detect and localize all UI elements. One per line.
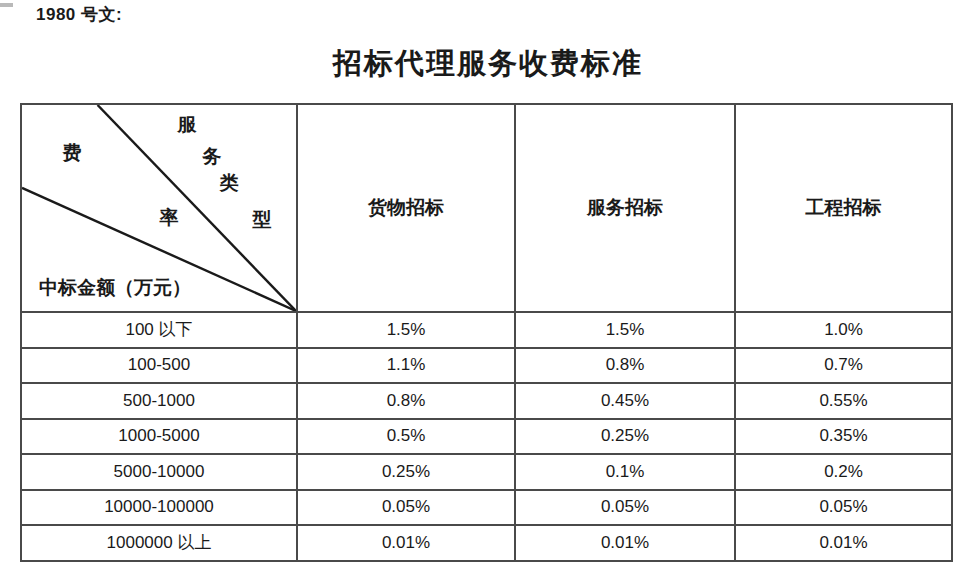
rate-cell: 0.35% bbox=[735, 419, 952, 455]
rate-cell: 1.5% bbox=[515, 312, 735, 348]
amount-cell: 500-1000 bbox=[21, 383, 297, 419]
rate-cell: 0.25% bbox=[515, 419, 735, 455]
table-row: 10000-100000 0.05% 0.05% 0.05% bbox=[21, 490, 952, 526]
document-number-note: 1980 号文: bbox=[36, 3, 122, 26]
rate-cell: 0.55% bbox=[735, 383, 952, 419]
corner-label-fee-char: 费 bbox=[63, 140, 82, 166]
table-row: 500-1000 0.8% 0.45% 0.55% bbox=[21, 383, 952, 419]
rate-cell: 1.5% bbox=[297, 312, 515, 348]
rate-cell: 0.01% bbox=[297, 525, 515, 561]
rate-cell: 0.1% bbox=[515, 454, 735, 490]
diagonal-corner-cell: 服 务 类 型 费 率 中标金额（万元） bbox=[21, 104, 297, 312]
corner-label-rate-char: 率 bbox=[160, 205, 179, 231]
amount-cell: 10000-100000 bbox=[21, 490, 297, 526]
amount-cell: 1000-5000 bbox=[21, 419, 297, 455]
table-row: 1000-5000 0.5% 0.25% 0.35% bbox=[21, 419, 952, 455]
corner-label-amount: 中标金额（万元） bbox=[39, 275, 191, 301]
rate-cell: 0.01% bbox=[735, 525, 952, 561]
corner-label-service-char: 务 bbox=[203, 144, 222, 170]
amount-cell: 100-500 bbox=[21, 348, 297, 384]
rate-cell: 0.01% bbox=[515, 525, 735, 561]
column-header-engineering: 工程招标 bbox=[735, 104, 952, 312]
rate-cell: 0.25% bbox=[297, 454, 515, 490]
page-title: 招标代理服务收费标准 bbox=[0, 44, 976, 84]
table-row: 100 以下 1.5% 1.5% 1.0% bbox=[21, 312, 952, 348]
corner-label-service-char: 类 bbox=[220, 170, 239, 196]
rate-cell: 1.1% bbox=[297, 348, 515, 384]
amount-cell: 100 以下 bbox=[21, 312, 297, 348]
rate-cell: 0.45% bbox=[515, 383, 735, 419]
corner-label-service-char: 服 bbox=[178, 112, 197, 138]
fee-standard-table: 服 务 类 型 费 率 中标金额（万元） 货物招标 服务招标 工程招标 100 … bbox=[20, 103, 953, 562]
column-header-goods: 货物招标 bbox=[297, 104, 515, 312]
corner-label-service-char: 型 bbox=[253, 207, 272, 233]
scan-artifact-mark bbox=[0, 3, 13, 7]
column-header-service: 服务招标 bbox=[515, 104, 735, 312]
document-page: 1980 号文: 招标代理服务收费标准 服 务 类 型 费 bbox=[0, 0, 976, 581]
amount-cell: 5000-10000 bbox=[21, 454, 297, 490]
rate-cell: 0.05% bbox=[515, 490, 735, 526]
rate-cell: 0.2% bbox=[735, 454, 952, 490]
rate-cell: 0.05% bbox=[297, 490, 515, 526]
table-row: 100-500 1.1% 0.8% 0.7% bbox=[21, 348, 952, 384]
rate-cell: 1.0% bbox=[735, 312, 952, 348]
rate-cell: 0.7% bbox=[735, 348, 952, 384]
rate-cell: 0.05% bbox=[735, 490, 952, 526]
rate-cell: 0.8% bbox=[297, 383, 515, 419]
table-row: 5000-10000 0.25% 0.1% 0.2% bbox=[21, 454, 952, 490]
amount-cell: 1000000 以上 bbox=[21, 525, 297, 561]
table-header-row: 服 务 类 型 费 率 中标金额（万元） 货物招标 服务招标 工程招标 bbox=[21, 104, 952, 312]
table-row: 1000000 以上 0.01% 0.01% 0.01% bbox=[21, 525, 952, 561]
rate-cell: 0.8% bbox=[515, 348, 735, 384]
rate-cell: 0.5% bbox=[297, 419, 515, 455]
